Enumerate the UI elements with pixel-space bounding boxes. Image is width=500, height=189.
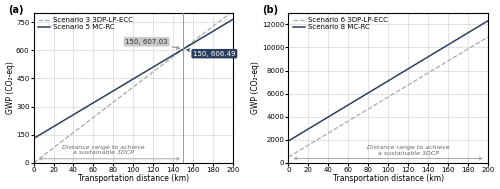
Scenario 6 3DP-LP-ECC bbox=[404, 84, 410, 87]
Scenario 6 3DP-LP-ECC bbox=[286, 156, 292, 158]
Scenario 3 3DP-LP-ECC bbox=[30, 162, 36, 164]
Scenario 3 3DP-LP-ECC bbox=[138, 80, 144, 82]
Legend: Scenario 6 3DP-LP-ECC, Scenario 8 MC-RC: Scenario 6 3DP-LP-ECC, Scenario 8 MC-RC bbox=[292, 16, 388, 31]
X-axis label: Transportation distance (km): Transportation distance (km) bbox=[332, 174, 444, 184]
Scenario 3 3DP-LP-ECC bbox=[126, 90, 132, 92]
Scenario 8 MC-RC bbox=[286, 140, 292, 142]
Line: Scenario 8 MC-RC: Scenario 8 MC-RC bbox=[288, 21, 488, 141]
Legend: Scenario 3 3DP-LP-ECC, Scenario 5 MC-RC: Scenario 3 3DP-LP-ECC, Scenario 5 MC-RC bbox=[37, 16, 134, 31]
Line: Scenario 6 3DP-LP-ECC: Scenario 6 3DP-LP-ECC bbox=[288, 37, 488, 157]
Scenario 3 3DP-LP-ECC bbox=[150, 71, 156, 74]
Scenario 8 MC-RC bbox=[380, 83, 386, 85]
Scenario 3 3DP-LP-ECC bbox=[225, 14, 231, 16]
Scenario 8 MC-RC bbox=[382, 82, 388, 84]
Scenario 8 MC-RC bbox=[394, 75, 400, 77]
Scenario 6 3DP-LP-ECC bbox=[449, 58, 455, 60]
Scenario 6 3DP-LP-ECC bbox=[380, 99, 386, 101]
Scenario 8 MC-RC bbox=[404, 68, 410, 71]
X-axis label: Transportation distance (km): Transportation distance (km) bbox=[78, 174, 189, 184]
Scenario 5 MC-RC bbox=[225, 21, 231, 23]
Text: (b): (b) bbox=[262, 5, 278, 15]
Line: Scenario 5 MC-RC: Scenario 5 MC-RC bbox=[34, 19, 233, 139]
Text: Distance range to achieve
a sustainable 3DCP: Distance range to achieve a sustainable … bbox=[62, 145, 145, 155]
Y-axis label: GWP (CO₂-eq): GWP (CO₂-eq) bbox=[6, 61, 15, 114]
Scenario 5 MC-RC bbox=[194, 40, 200, 42]
Text: 150, 607.03: 150, 607.03 bbox=[126, 39, 180, 49]
Scenario 5 MC-RC bbox=[30, 137, 36, 140]
Text: 150, 606.49: 150, 606.49 bbox=[187, 49, 236, 57]
Line: Scenario 3 3DP-LP-ECC: Scenario 3 3DP-LP-ECC bbox=[34, 11, 233, 163]
Scenario 5 MC-RC bbox=[126, 80, 132, 82]
Scenario 8 MC-RC bbox=[449, 41, 455, 44]
Scenario 6 3DP-LP-ECC bbox=[480, 39, 486, 41]
Scenario 3 3DP-LP-ECC bbox=[126, 89, 132, 91]
Scenario 6 3DP-LP-ECC bbox=[485, 36, 491, 38]
Text: Distance range to achieve
a sustainable 3DCP: Distance range to achieve a sustainable … bbox=[366, 145, 450, 156]
Scenario 5 MC-RC bbox=[138, 73, 144, 75]
Scenario 5 MC-RC bbox=[126, 81, 132, 83]
Scenario 5 MC-RC bbox=[150, 67, 156, 69]
Scenario 6 3DP-LP-ECC bbox=[394, 91, 400, 93]
Scenario 8 MC-RC bbox=[485, 20, 491, 22]
Scenario 3 3DP-LP-ECC bbox=[194, 37, 200, 40]
Y-axis label: GWP (CO₂-eq): GWP (CO₂-eq) bbox=[252, 61, 260, 114]
Scenario 6 3DP-LP-ECC bbox=[382, 98, 388, 101]
Scenario 3 3DP-LP-ECC bbox=[230, 10, 236, 12]
Scenario 8 MC-RC bbox=[480, 23, 486, 25]
Text: (a): (a) bbox=[8, 5, 23, 15]
Scenario 5 MC-RC bbox=[230, 18, 236, 20]
